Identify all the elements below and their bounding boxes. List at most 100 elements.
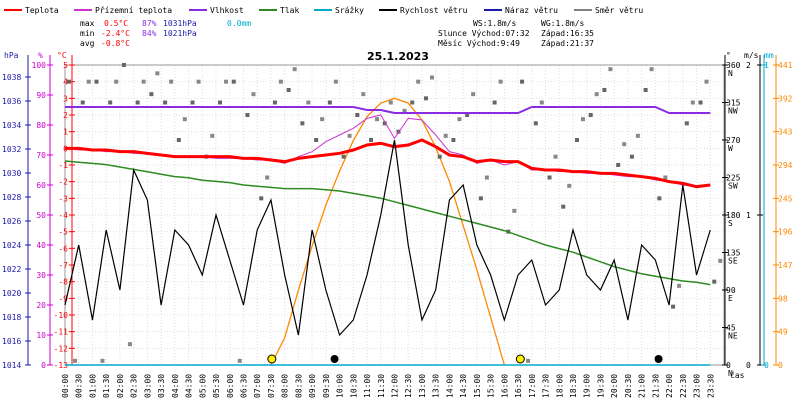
- wind-direction-point: [443, 133, 448, 138]
- y-tick-label-pressure_hpa: 1038: [2, 73, 21, 82]
- x-tick-label: 14:30: [459, 374, 468, 398]
- series-humidity: [65, 106, 711, 114]
- x-tick-label: 09:30: [322, 374, 331, 398]
- legend-label: Náraz větru: [505, 6, 558, 15]
- x-tick-label: 12:00: [391, 374, 400, 398]
- wind-direction-point: [251, 92, 256, 97]
- y-tick-label-temperature_c: -1: [58, 161, 68, 170]
- compass-label: NE: [728, 332, 738, 341]
- x-tick-label: 04:30: [185, 374, 194, 398]
- y-tick-label-rain_scale_orange: 392: [778, 94, 793, 103]
- wind-direction-point: [176, 138, 181, 142]
- wind-direction-point: [237, 358, 242, 363]
- y-tick-label-humidity_pct: 0: [41, 361, 46, 370]
- wind-direction-point: [327, 100, 332, 105]
- y-tick-label-humidity_pct: 80: [36, 121, 46, 130]
- y-tick-label-temperature_c: -6: [58, 244, 68, 253]
- x-tick-label: 07:30: [267, 374, 276, 398]
- y-tick-label-rain_scale_orange: 0: [778, 361, 783, 370]
- wind-direction-point: [141, 79, 146, 84]
- legend-label: Teplota: [25, 6, 59, 15]
- wind-direction-point: [369, 138, 374, 142]
- wind-direction-point: [224, 79, 229, 84]
- stats-max-hum: 87%: [142, 19, 157, 28]
- unit-cas: čas: [730, 370, 745, 380]
- wind-direction-point: [484, 175, 489, 180]
- compass-label: E: [728, 294, 733, 303]
- moon-marker: [330, 355, 339, 363]
- legend-item: Srážky: [314, 6, 364, 15]
- wind-direction-point: [127, 342, 132, 347]
- y-tick-label-wind_speed_ms: 0: [746, 361, 751, 370]
- sunset-text: Západ:16:35: [541, 29, 594, 38]
- wind-direction-point: [108, 100, 113, 105]
- legend: Teplota Přízemní teplota Vlhkost Tlak Srážky…: [4, 6, 643, 15]
- y-tick-label-wind_speed_ms: 1: [746, 211, 751, 220]
- wind-direction-point: [704, 79, 709, 84]
- wind-direction-point: [121, 63, 126, 67]
- wind-direction-point: [643, 88, 648, 92]
- wind-direction-point: [231, 79, 236, 84]
- wind-direction-point: [382, 121, 387, 126]
- wind-direction-point: [155, 71, 160, 76]
- wind-direction-point: [182, 117, 187, 122]
- x-tick-label: 19:00: [583, 374, 592, 398]
- wind-direction-point: [547, 175, 552, 180]
- wind-direction-point: [149, 92, 154, 97]
- y-tick-label-temperature_c: -10: [54, 311, 69, 320]
- x-tick-label: 23:00: [693, 374, 702, 398]
- ws-text: WS:1.8m/s: [473, 19, 517, 28]
- wind-direction-point: [94, 79, 99, 84]
- wind-direction-point: [588, 113, 593, 117]
- wind-direction-point: [333, 79, 338, 84]
- y-tick-label-temperature_c: -11: [54, 328, 69, 337]
- sun-curve: [270, 97, 505, 366]
- wind-direction-point: [492, 100, 497, 105]
- wind-direction-point: [314, 138, 319, 142]
- y-tick-label-pressure_hpa: 1028: [2, 193, 21, 202]
- moonset-text: Západ:21:37: [541, 39, 594, 48]
- y-tick-label-rain_scale_orange: 294: [778, 161, 793, 170]
- y-tick-label-pressure_hpa: 1032: [2, 145, 21, 154]
- wind-direction-point: [629, 154, 634, 159]
- wind-direction-point: [663, 175, 668, 180]
- wind-direction-point: [649, 67, 654, 72]
- series-temperature: [65, 138, 711, 189]
- x-tick-label: 14:00: [445, 374, 454, 398]
- y-tick-label-rain_scale_orange: 196: [778, 228, 793, 237]
- legend-item: Vlhkost: [189, 6, 244, 15]
- compass-label: SW: [728, 182, 738, 191]
- moonrise-text: Měsíc Východ:9:49: [438, 39, 520, 48]
- y-tick-label-wind_speed_ms: 2: [746, 61, 751, 70]
- wind-direction-point: [457, 117, 462, 122]
- wind-direction-point: [306, 100, 311, 105]
- compass-label: SE: [728, 257, 738, 266]
- y-tick-label-temperature_c: -8: [58, 278, 68, 287]
- x-tick-label: 18:00: [555, 374, 564, 398]
- stats-max-press: 1031hPa: [163, 19, 197, 28]
- legend-label: Přízemní teplota: [95, 6, 172, 15]
- y-tick-label-humidity_pct: 70: [36, 151, 46, 160]
- y-tick-label-humidity_pct: 100: [32, 61, 47, 70]
- x-tick-label: 18:30: [569, 374, 578, 398]
- wind-sun-info: WS:1.8m/s WG:1.8m/s Slunce Východ:07:32 …: [438, 19, 594, 48]
- x-tick-label: 17:00: [528, 374, 537, 398]
- wind-direction-point: [265, 175, 270, 180]
- y-tick-label-temperature_c: -9: [58, 294, 68, 303]
- wind-direction-point: [388, 100, 393, 105]
- y-tick-label-humidity_pct: 20: [36, 301, 46, 310]
- wind-direction-point: [712, 279, 717, 284]
- wind-direction-point: [196, 79, 201, 84]
- x-tick-label: 07:00: [253, 374, 262, 398]
- wind-direction-point: [526, 358, 531, 363]
- wind-direction-point: [616, 163, 621, 167]
- chart-title: 25.1.2023: [367, 50, 429, 63]
- wind-direction-point: [80, 100, 85, 105]
- y-tick-label-temperature_c: 1: [63, 128, 68, 137]
- y-tick-label-wind_dir_deg: 180: [726, 211, 741, 220]
- wind-direction-point: [429, 75, 434, 80]
- wind-direction-point: [355, 113, 360, 117]
- wind-direction-point: [451, 138, 456, 142]
- plot-area: [64, 63, 723, 366]
- wind-direction-point: [259, 196, 264, 201]
